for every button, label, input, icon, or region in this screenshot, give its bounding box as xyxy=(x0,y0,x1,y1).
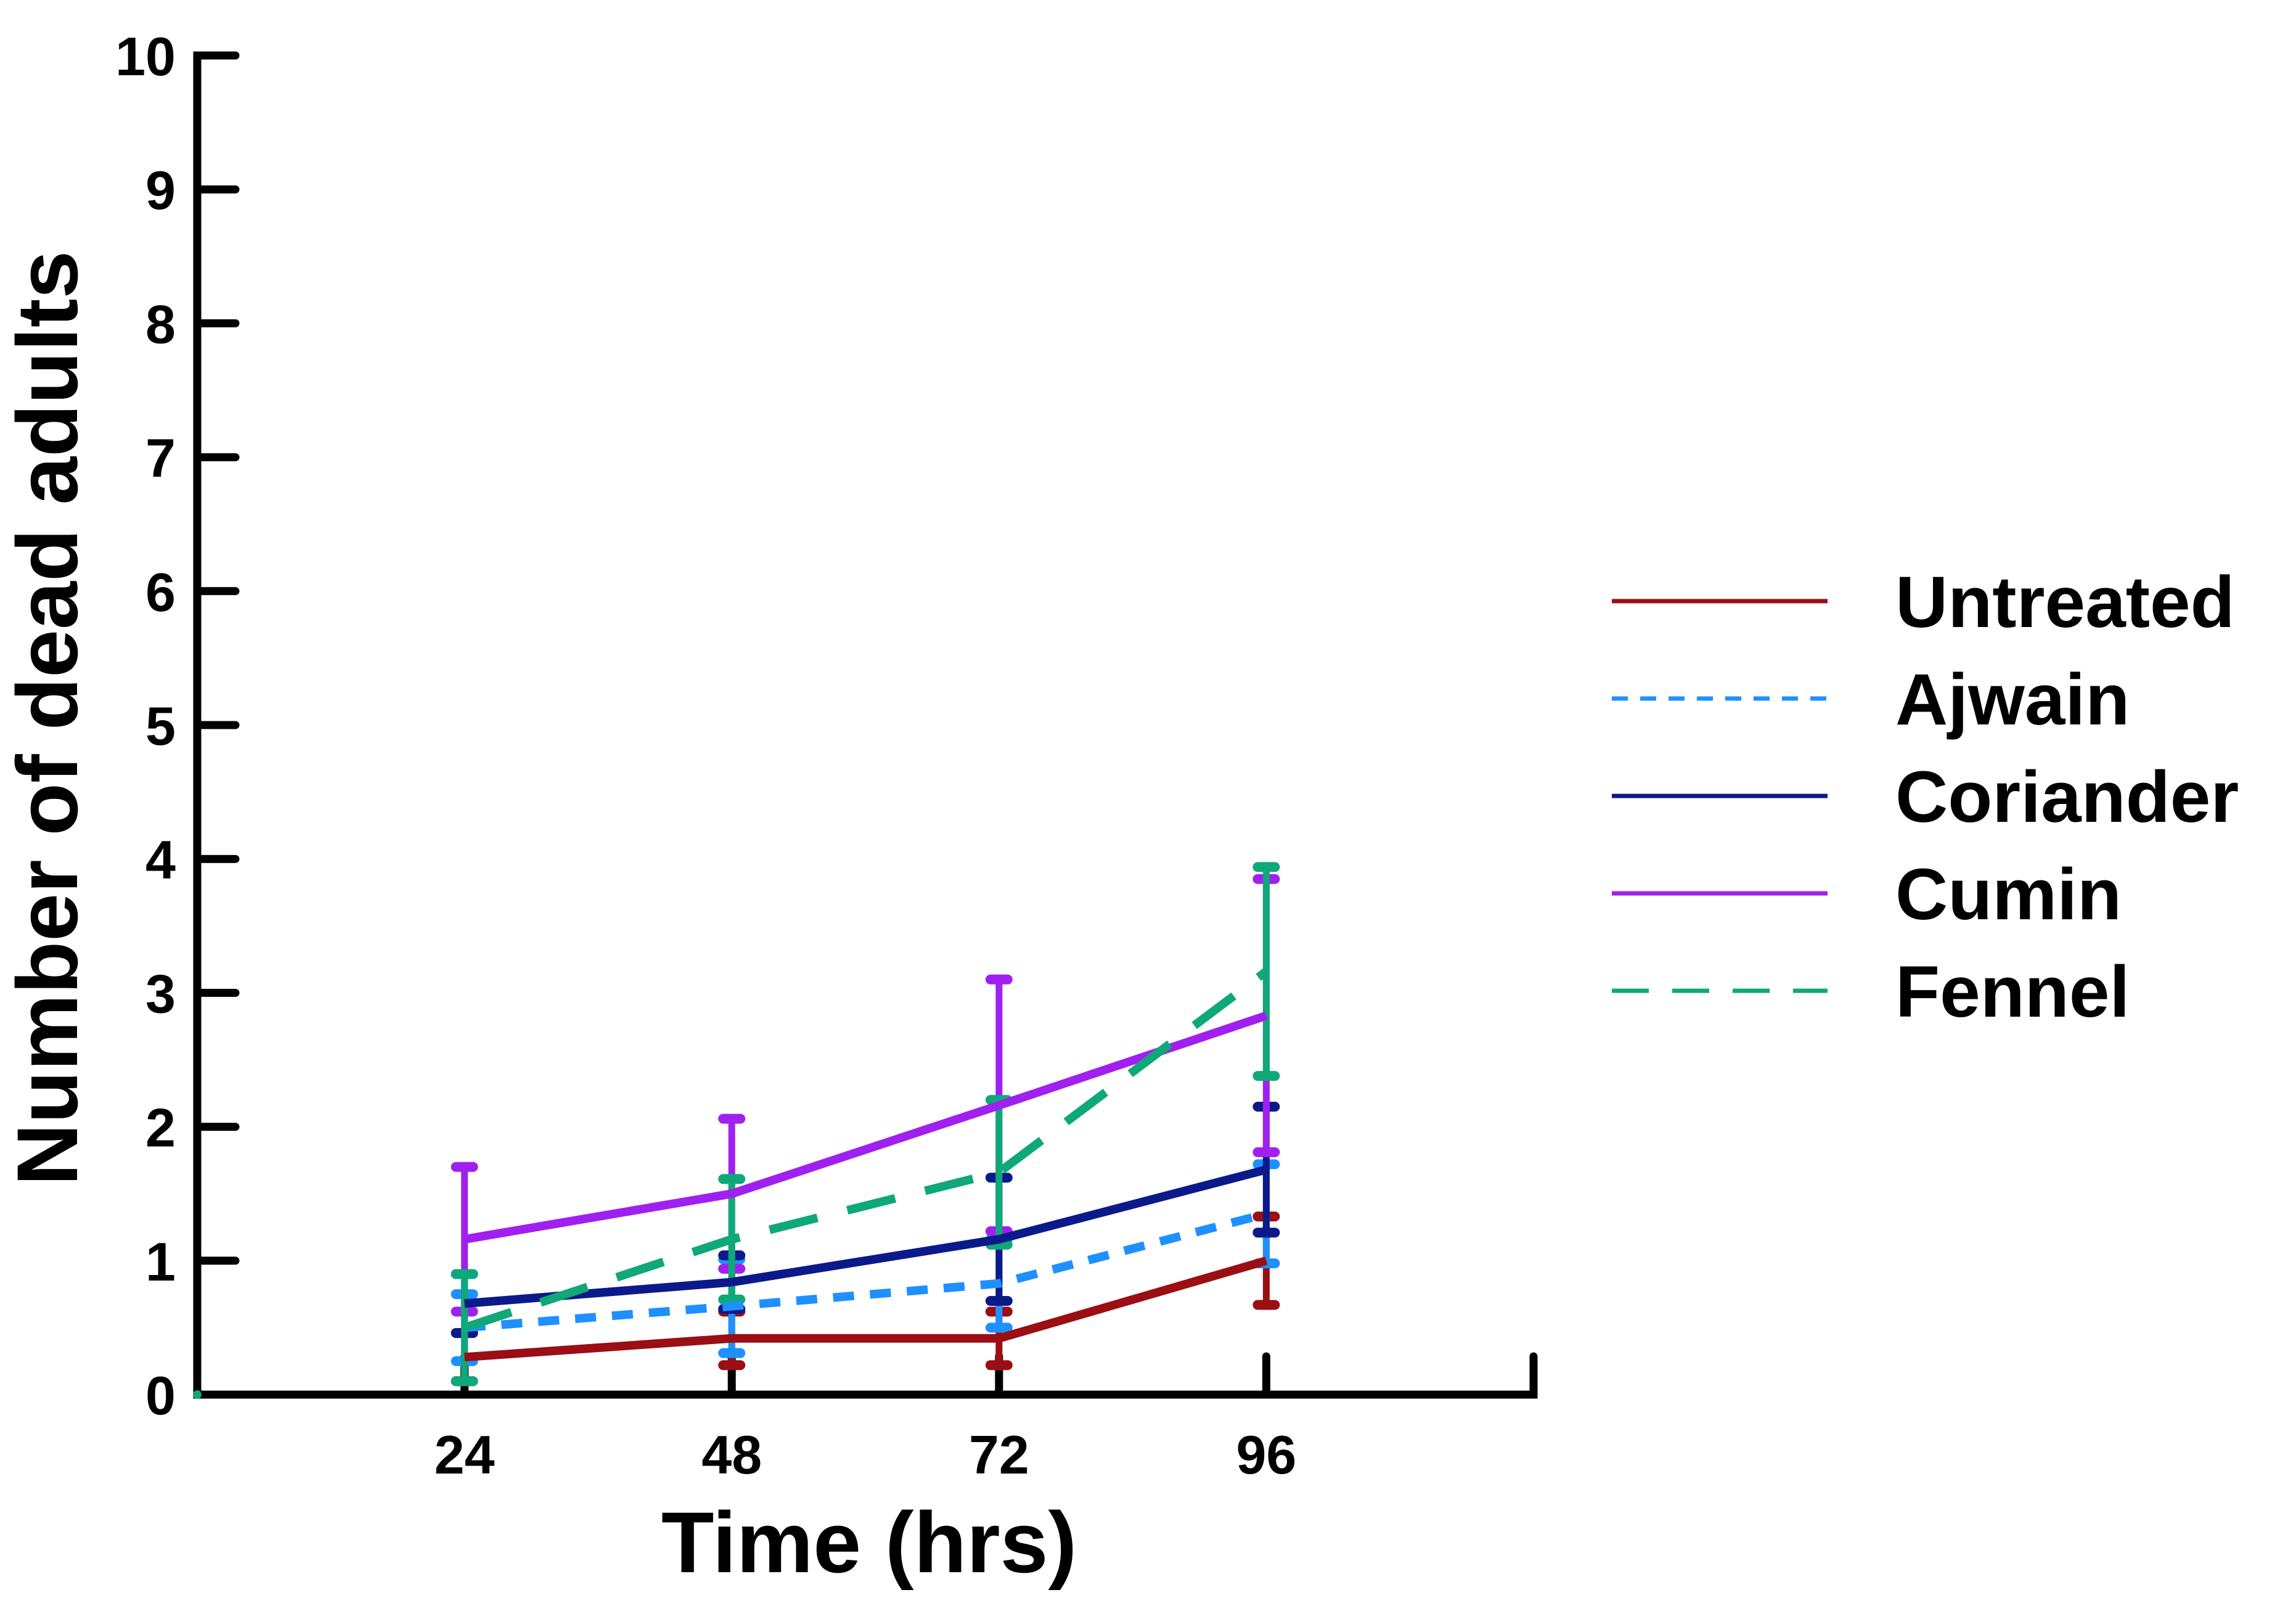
legend-label-cumin: Cumin xyxy=(1895,854,2122,935)
y-tick-label: 6 xyxy=(145,562,176,623)
x-tick-label: 96 xyxy=(1236,1424,1296,1485)
x-tick-label: 24 xyxy=(435,1424,495,1485)
axes xyxy=(193,51,1538,1399)
y-tick-label: 8 xyxy=(145,293,176,355)
origin-point xyxy=(193,1390,202,1399)
y-tick-label: 7 xyxy=(145,428,176,489)
legend-label-fennel: Fennel xyxy=(1895,951,2130,1033)
legend: Untreated Ajwain Coriander Cumin Fennel xyxy=(1612,562,2239,1033)
x-tick-label: 48 xyxy=(701,1424,762,1485)
y-tick-label: 10 xyxy=(115,26,176,87)
y-tick-label: 1 xyxy=(145,1231,176,1292)
x-tick-label: 72 xyxy=(969,1424,1029,1485)
legend-label-ajwain: Ajwain xyxy=(1895,659,2130,740)
y-tick-label: 9 xyxy=(145,160,176,221)
y-tick-label: 5 xyxy=(145,695,176,756)
series-line-untreated xyxy=(464,1257,1268,1362)
legend-label-coriander: Coriander xyxy=(1895,756,2239,838)
x-axis-title: Time (hrs) xyxy=(661,1494,1077,1591)
error-bars xyxy=(451,862,1280,1387)
series-line-fennel xyxy=(463,968,1269,1332)
series-line-coriander xyxy=(464,1165,1268,1308)
series-line-ajwain xyxy=(464,1210,1268,1332)
y-tick-label: 0 xyxy=(145,1365,176,1426)
y-tick-label: 2 xyxy=(145,1097,176,1158)
y-axis-title: Number of dead adults xyxy=(0,251,96,1186)
y-tick-label: 3 xyxy=(145,963,176,1024)
legend-label-untreated: Untreated xyxy=(1895,562,2235,643)
series-line-cumin xyxy=(464,1011,1268,1244)
axis-ticks: 0 1 2 3 4 5 6 7 8 9 10 24 48 72 96 xyxy=(115,26,1296,1485)
y-tick-label: 4 xyxy=(145,829,176,890)
series-lines xyxy=(193,968,1269,1399)
